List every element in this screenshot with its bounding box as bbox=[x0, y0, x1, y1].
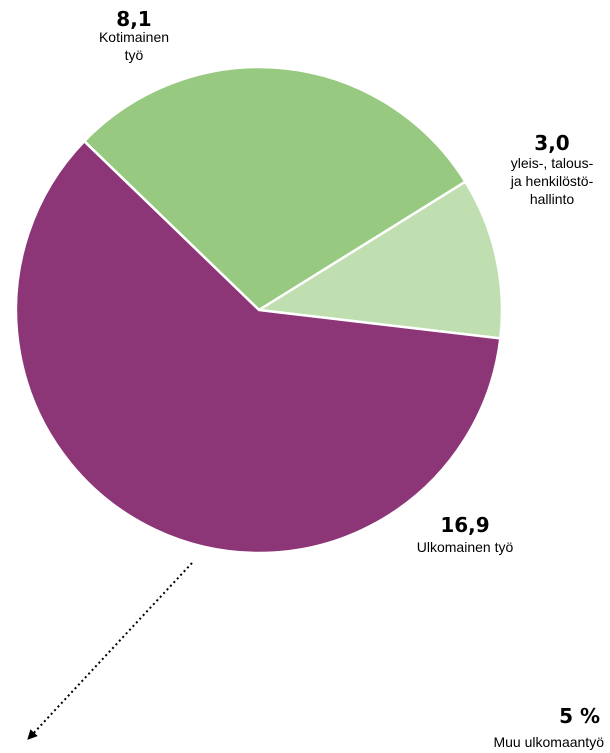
slice-label-kotimainen: Kotimainen bbox=[99, 29, 169, 45]
slice-label-hallinto: hallinto bbox=[530, 191, 575, 207]
slice-label-hallinto: ja henkilöstö- bbox=[510, 173, 594, 189]
slice-value-kotimainen: 8,1 bbox=[116, 7, 151, 31]
pie-slices bbox=[14, 65, 504, 555]
pie-slice-kotimainen bbox=[82, 65, 467, 312]
slice-label-hallinto: yleis-, talous- bbox=[511, 155, 594, 171]
slice-value-ulkomainen: 16,9 bbox=[440, 513, 489, 537]
slice-label-ulkomainen: Ulkomainen työ bbox=[417, 539, 514, 555]
slice-label-kotimainen: työ bbox=[125, 47, 144, 63]
slice-value-hallinto: 3,0 bbox=[534, 131, 569, 155]
callout-label: Muu ulkomaantyö bbox=[493, 734, 604, 750]
pie-slice-hallinto bbox=[257, 180, 504, 340]
callout-value: 5 % bbox=[559, 704, 600, 728]
callout-arrow bbox=[27, 562, 193, 740]
pie-slice-ulkomainen bbox=[14, 139, 502, 555]
